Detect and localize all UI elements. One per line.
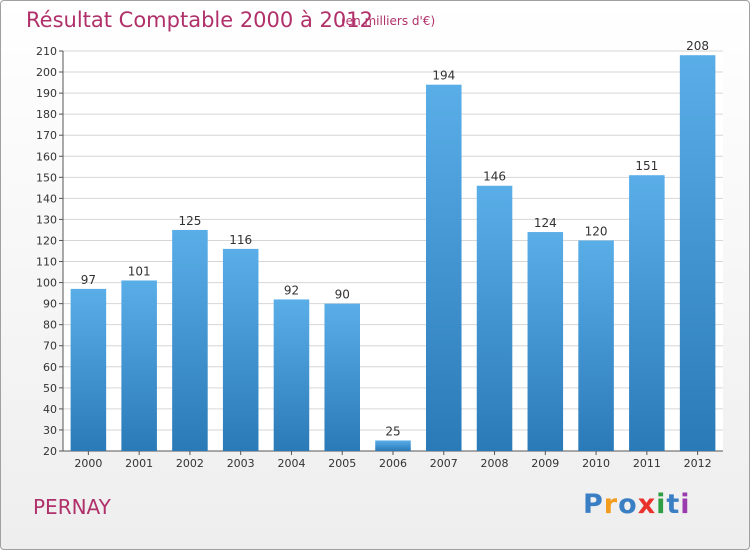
- y-tick-label: 150: [36, 171, 57, 184]
- bar-2007: [426, 84, 462, 452]
- y-tick-label: 130: [36, 213, 57, 226]
- y-tick-label: 170: [36, 129, 57, 142]
- y-tick-label: 40: [43, 403, 57, 416]
- bar-2011: [629, 175, 665, 452]
- data-label-2002: 125: [178, 214, 201, 228]
- y-tick-label: 50: [43, 382, 57, 395]
- y-tick-label: 60: [43, 361, 57, 374]
- bar-2009: [527, 232, 564, 451]
- data-label-2006: 25: [385, 424, 400, 438]
- chart-subtitle: (en milliers d'€): [341, 14, 436, 28]
- logo-letter: t: [666, 489, 681, 520]
- logo-letter: i: [656, 489, 667, 520]
- data-label-2005: 90: [335, 288, 350, 302]
- x-tick-label-2009: 2009: [531, 457, 559, 470]
- x-tick-label-2006: 2006: [379, 457, 407, 470]
- bar-2000: [70, 288, 107, 451]
- y-tick-label: 90: [43, 298, 57, 311]
- y-tick-label: 20: [43, 445, 57, 458]
- x-tick-label-2007: 2007: [430, 457, 458, 470]
- logo-letter: P: [583, 489, 604, 520]
- data-label-2004: 92: [284, 283, 299, 297]
- bar-2003: [222, 248, 259, 451]
- bar-2001: [121, 280, 157, 451]
- chart-title: Résultat Comptable 2000 à 2012: [26, 8, 373, 32]
- bar-2010: [578, 240, 614, 451]
- x-tick-label-2010: 2010: [582, 457, 610, 470]
- data-label-2003: 116: [229, 233, 252, 247]
- y-tick-label: 140: [36, 192, 57, 205]
- data-label-2009: 124: [534, 216, 557, 230]
- y-tick-label: 160: [36, 150, 57, 163]
- bar-2005: [324, 303, 360, 451]
- plot-area: [63, 51, 723, 451]
- y-tick-label: 120: [36, 234, 57, 247]
- proxiti-logo: Proxiti: [583, 489, 691, 520]
- y-tick-label: 180: [36, 108, 57, 121]
- data-label-2000: 97: [81, 273, 96, 287]
- x-tick-label-2004: 2004: [277, 457, 305, 470]
- data-label-2012: 208: [686, 39, 709, 53]
- x-tick-label-2008: 2008: [481, 457, 509, 470]
- bar-2008: [476, 185, 513, 451]
- y-tick-label: 210: [36, 45, 57, 58]
- data-label-2007: 194: [432, 69, 455, 83]
- y-tick-label: 200: [36, 66, 57, 79]
- data-label-2010: 120: [585, 224, 608, 238]
- logo-letter: o: [618, 489, 638, 520]
- x-tick-label-2000: 2000: [74, 457, 102, 470]
- x-tick-label-2005: 2005: [328, 457, 356, 470]
- x-tick-label-2011: 2011: [633, 457, 661, 470]
- logo-letter: x: [637, 489, 657, 520]
- y-tick-label: 190: [36, 87, 57, 100]
- logo-letter: i: [680, 489, 691, 520]
- bar-2012: [679, 55, 716, 452]
- y-tick-label: 80: [43, 319, 57, 332]
- bar-2006: [375, 440, 411, 451]
- place-name: PERNAY: [33, 495, 111, 519]
- logo-letter: r: [603, 489, 619, 520]
- x-tick-label-2012: 2012: [684, 457, 712, 470]
- x-tick-label-2001: 2001: [125, 457, 153, 470]
- x-tick-label-2002: 2002: [176, 457, 204, 470]
- data-label-2001: 101: [128, 264, 151, 278]
- bar-2004: [273, 299, 310, 451]
- y-tick-label: 70: [43, 340, 57, 353]
- bar-2002: [172, 229, 208, 451]
- data-label-2011: 151: [635, 159, 658, 173]
- y-tick-label: 100: [36, 277, 57, 290]
- y-tick-label: 110: [36, 256, 57, 269]
- x-tick-label-2003: 2003: [227, 457, 255, 470]
- y-tick-label: 30: [43, 424, 57, 437]
- data-label-2008: 146: [483, 170, 506, 184]
